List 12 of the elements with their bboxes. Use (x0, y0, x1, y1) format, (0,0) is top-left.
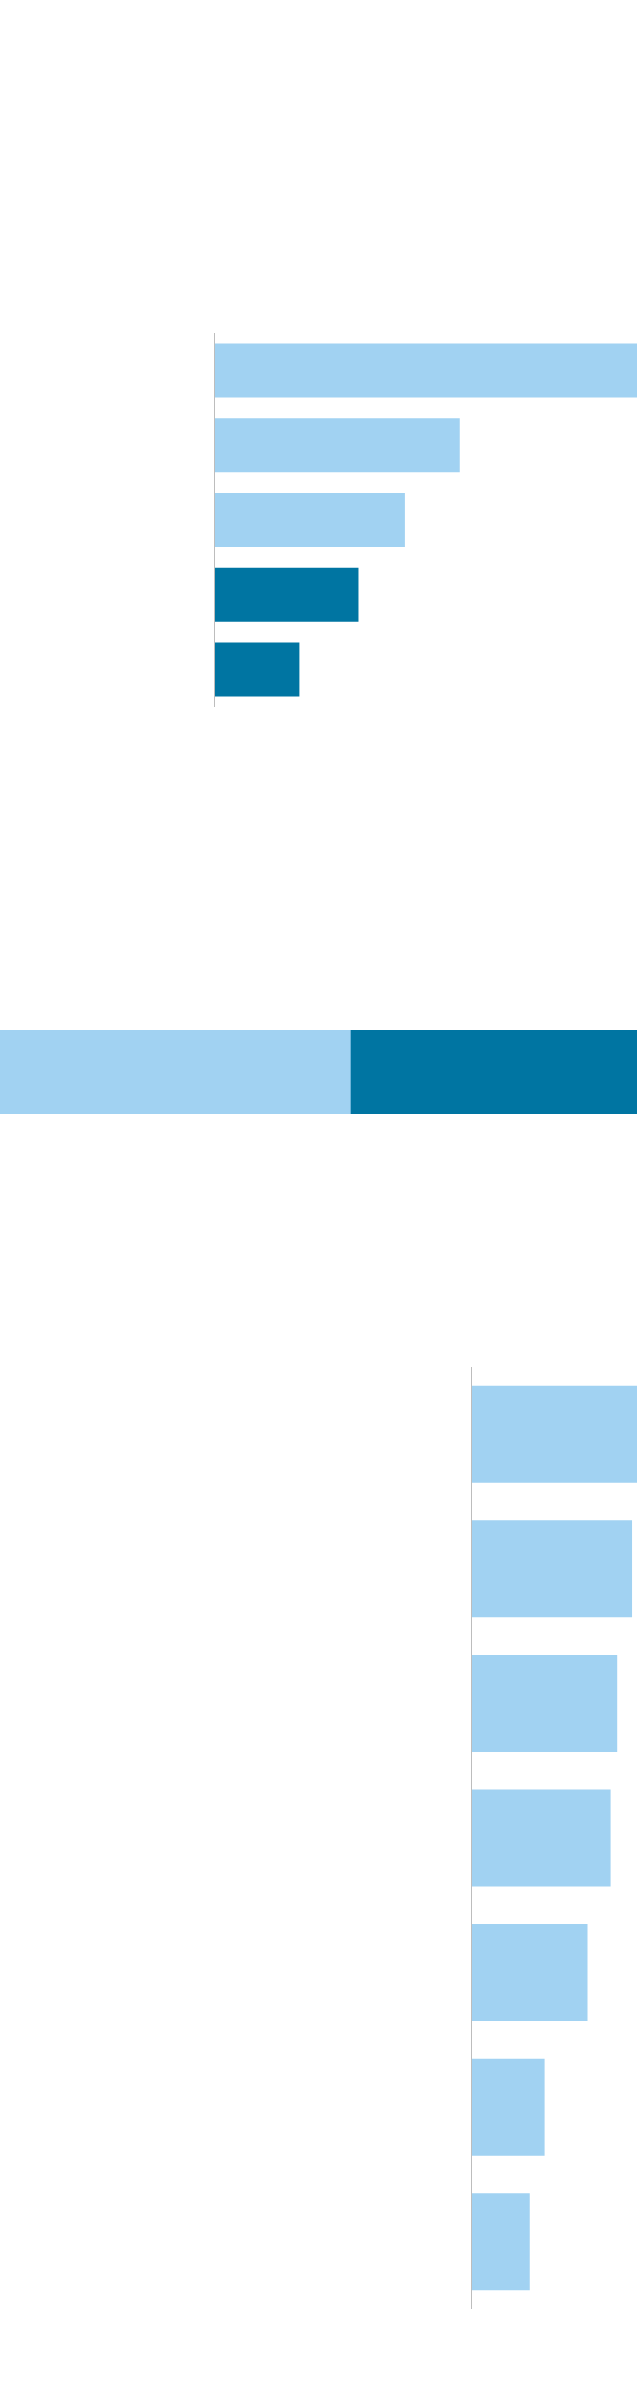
bar (472, 1654, 618, 1752)
bar (215, 567, 359, 622)
bar (215, 418, 460, 473)
bar (472, 1520, 633, 1618)
bar (472, 1385, 637, 1483)
bar (472, 1789, 611, 1887)
bar (215, 642, 300, 697)
bar (215, 493, 405, 547)
bar (215, 343, 637, 398)
bar (472, 2058, 545, 2156)
bar (472, 2193, 530, 2291)
bar (472, 1924, 588, 2022)
